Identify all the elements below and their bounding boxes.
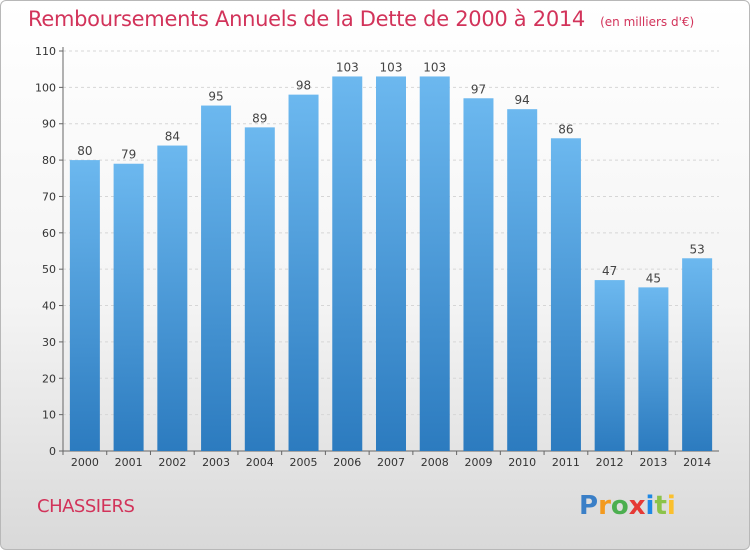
- bar-value-label: 94: [515, 93, 530, 107]
- bar-value-label: 53: [689, 242, 704, 256]
- y-tick-label: 10: [42, 409, 56, 422]
- y-tick-label: 0: [49, 445, 56, 458]
- bar-2011: [550, 138, 581, 452]
- bar-2004: [244, 127, 275, 451]
- bar-value-label: 103: [336, 60, 359, 74]
- bar-value-label: 95: [208, 90, 223, 104]
- proxiti-logo: Proxiti: [579, 491, 676, 521]
- bar-2007: [376, 76, 406, 452]
- y-tick-label: 20: [42, 372, 56, 385]
- x-tick-label: 2007: [377, 456, 405, 469]
- x-tick-label: 2012: [596, 456, 624, 469]
- bar-value-label: 45: [646, 271, 661, 285]
- x-tick-label: 2010: [508, 456, 536, 469]
- y-tick-label: 40: [42, 300, 56, 313]
- x-tick-label: 2009: [464, 456, 492, 469]
- x-tick-label: 2004: [246, 456, 274, 469]
- y-tick-labels: 0 10 20 30 40 50 60 70 80 90 100 110: [35, 45, 56, 458]
- logo-letter: o: [610, 491, 629, 521]
- bar-2002: [157, 145, 188, 451]
- y-tick-label: 50: [42, 263, 56, 276]
- logo-letter: i: [645, 491, 655, 521]
- y-tick-label: 30: [42, 336, 56, 349]
- bar-2005: [288, 94, 319, 452]
- bar-value-label: 47: [602, 264, 617, 278]
- logo-letter: x: [628, 491, 646, 521]
- bar-2003: [201, 105, 232, 451]
- y-tick-label: 100: [35, 81, 56, 94]
- bar-2012: [594, 280, 625, 451]
- y-tick-label: 70: [42, 190, 56, 203]
- x-tick-label: 2006: [333, 456, 361, 469]
- bar-2008: [419, 76, 450, 452]
- bar-value-label: 103: [380, 60, 403, 74]
- y-tick-label: 60: [42, 227, 56, 240]
- chart-title: Remboursements Annuels de la Dette de 20…: [28, 7, 585, 31]
- bar-value-label: 86: [558, 122, 573, 136]
- bar-value-label: 80: [77, 144, 92, 158]
- bar-2014: [682, 258, 713, 451]
- bar-value-label: 89: [252, 111, 267, 125]
- chart-subtitle: (en milliers d'€): [600, 15, 695, 29]
- y-tick-label: 90: [42, 118, 56, 131]
- bar-2006: [332, 76, 363, 452]
- y-tick-label: 110: [35, 45, 56, 58]
- bar-2009: [463, 98, 494, 451]
- data-labels: 80 79 84 95 89 98 103 103 103 97 94 86 47 45 53: [77, 60, 705, 285]
- bar-value-label: 97: [471, 82, 486, 96]
- bar-2010: [507, 109, 538, 451]
- x-tick-label: 2001: [115, 456, 143, 469]
- bar-2001: [113, 163, 144, 451]
- x-tick-label: 2000: [71, 456, 99, 469]
- y-tick-label: 80: [42, 154, 56, 167]
- bar-2013: [638, 287, 669, 451]
- x-tick-label: 2013: [639, 456, 667, 469]
- logo-letter: P: [579, 491, 599, 521]
- x-tick-label: 2014: [683, 456, 711, 469]
- x-tick-label: 2003: [202, 456, 230, 469]
- bar-value-label: 103: [423, 60, 446, 74]
- logo-letter: i: [666, 491, 676, 521]
- x-tick-label: 2011: [552, 456, 580, 469]
- x-tick-label: 2002: [158, 456, 186, 469]
- commune-name: CHASSIERS: [37, 496, 135, 517]
- x-tick-label: 2005: [290, 456, 318, 469]
- bar-value-label: 98: [296, 79, 311, 93]
- bar-value-label: 84: [165, 130, 180, 144]
- title-row: Remboursements Annuels de la Dette de 20…: [28, 7, 694, 31]
- x-tick-label: 2008: [421, 456, 449, 469]
- x-tick-labels: 2000 2001 2002 2003 2004 2005 2006 2007 2008 2009…: [71, 456, 711, 469]
- bars: [69, 76, 713, 452]
- bar-value-label: 79: [121, 148, 136, 162]
- logo-letter: r: [598, 491, 611, 521]
- bar-2000: [69, 160, 100, 451]
- logo-letter: t: [654, 491, 667, 521]
